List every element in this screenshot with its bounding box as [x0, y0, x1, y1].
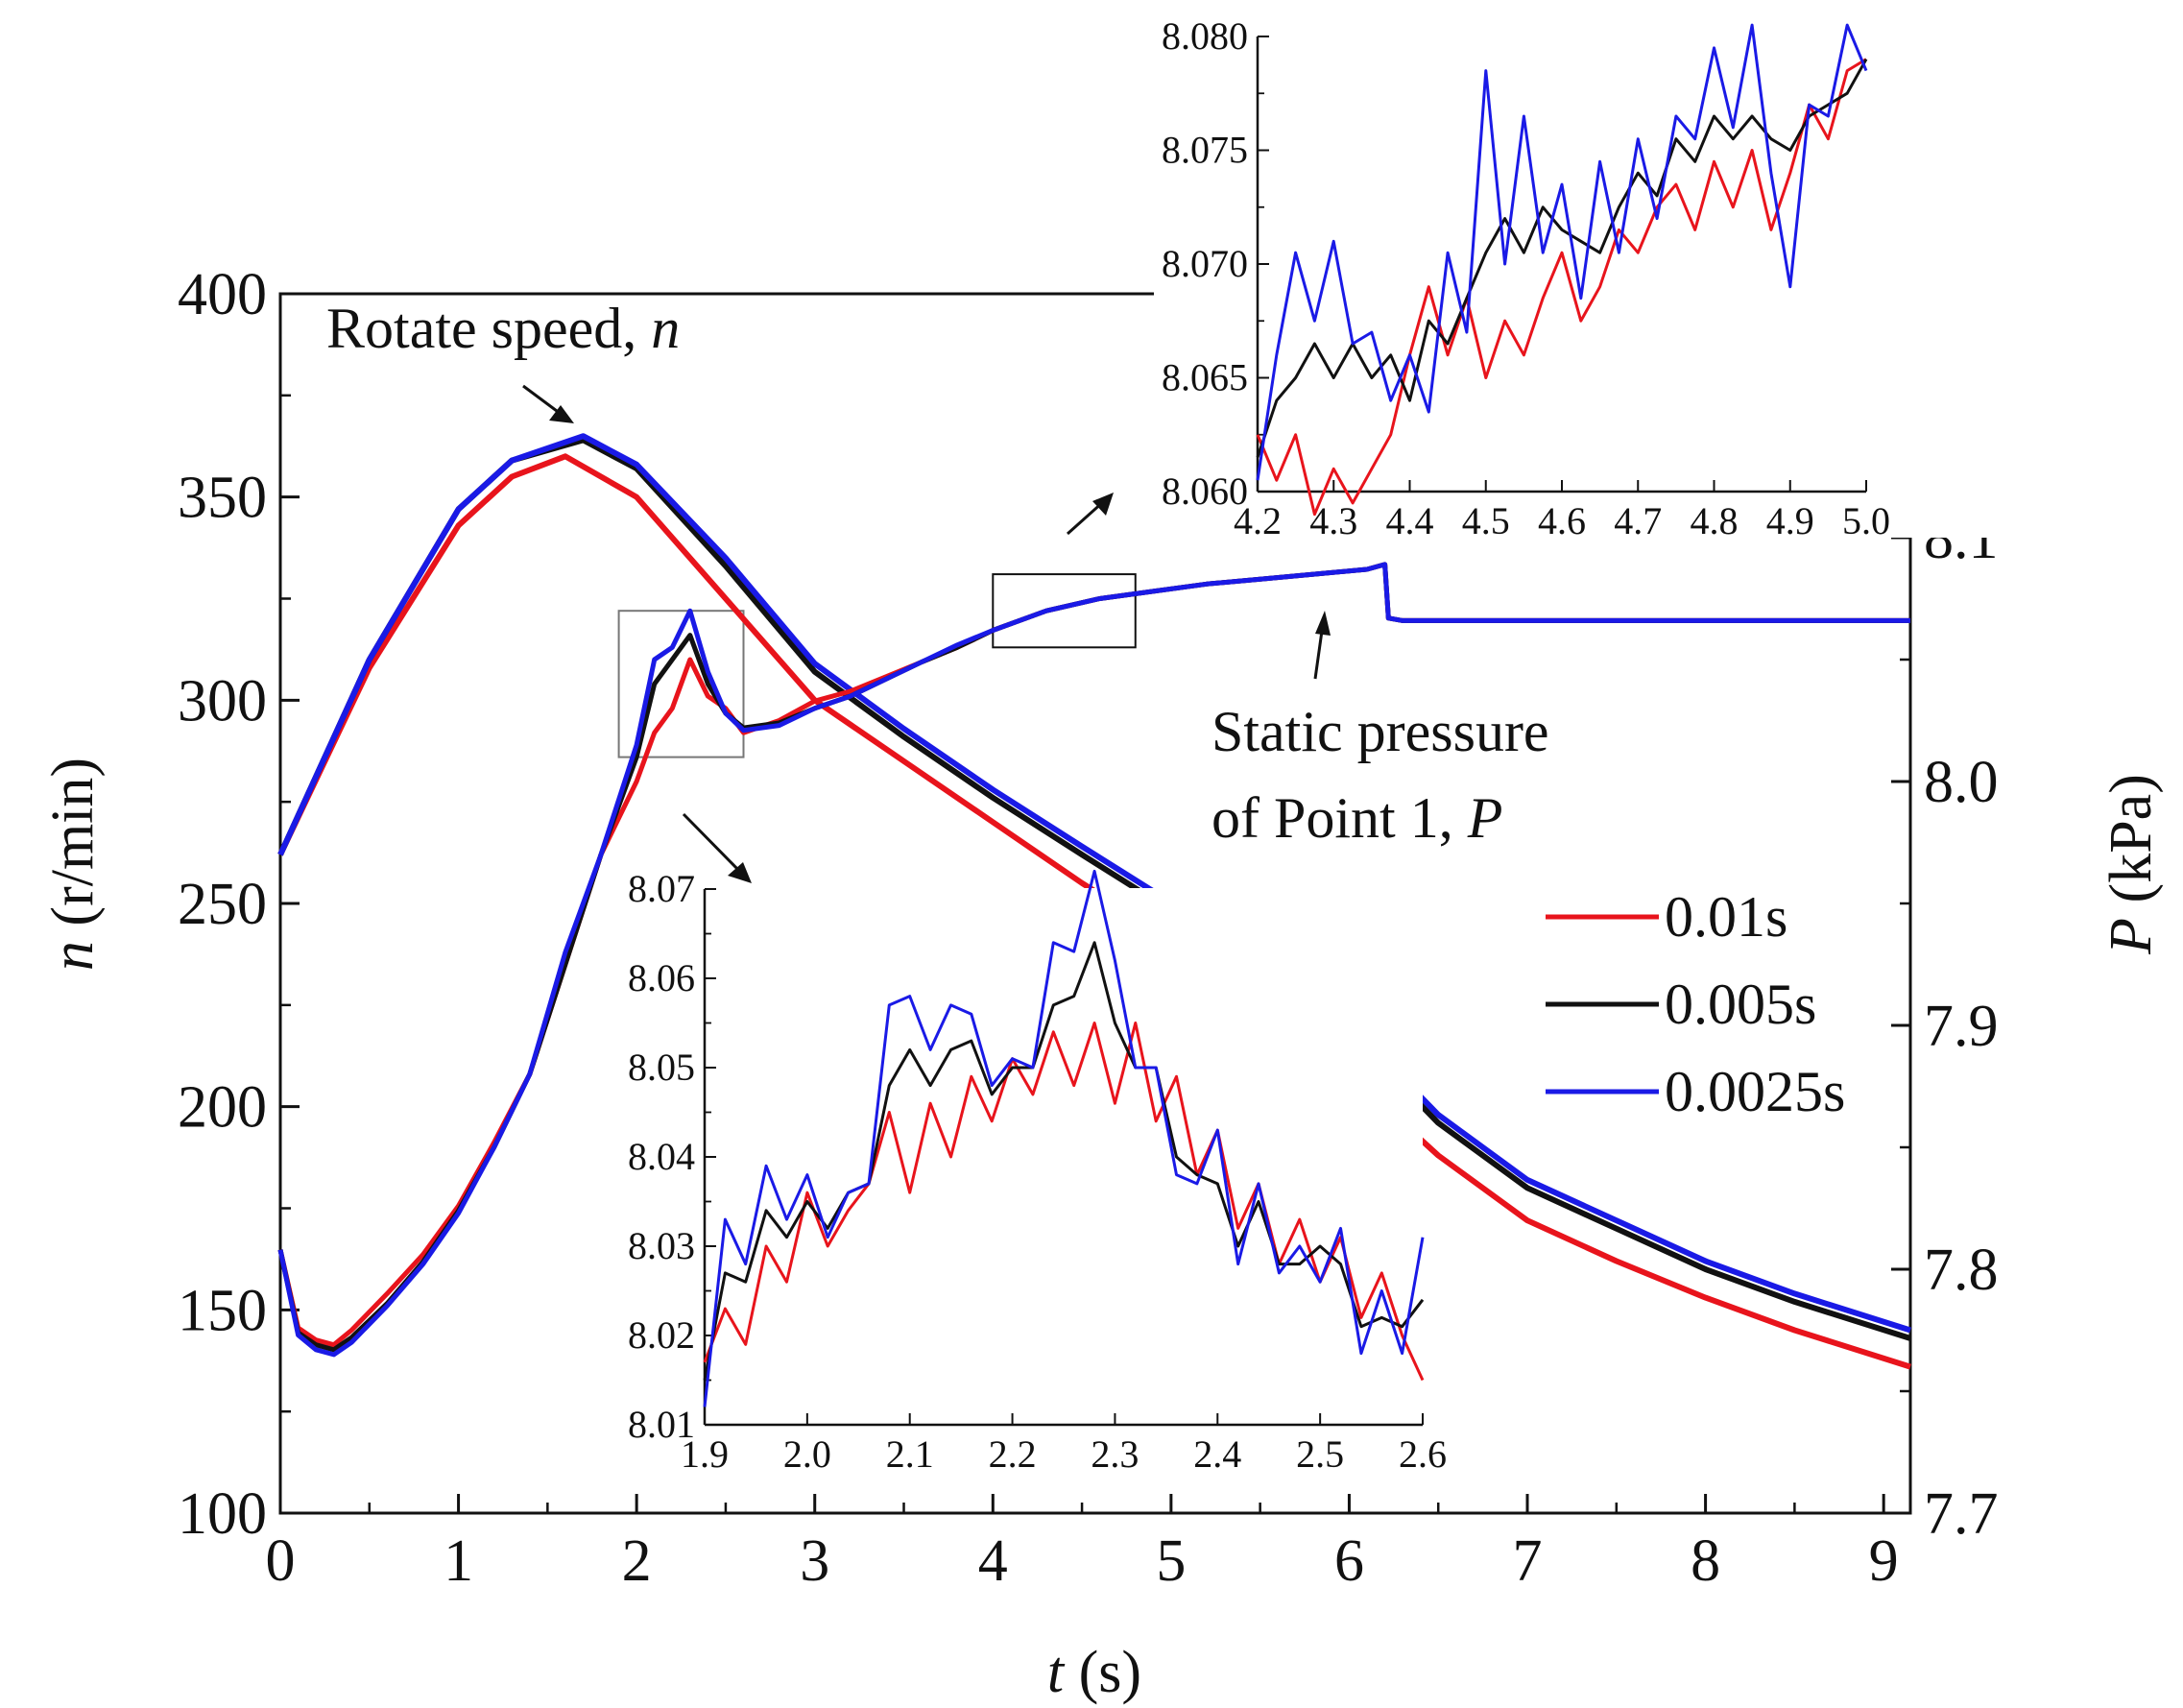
zoom-arrow-high-head — [1092, 493, 1114, 516]
x-axis-unit: (s) — [1064, 1640, 1141, 1705]
x-tick-label: 0 — [266, 1528, 296, 1594]
y-right-tick-label: 7.7 — [1924, 1481, 1999, 1547]
annotation-pressure-var: P — [1467, 786, 1503, 850]
inset-low-x-tick-label: 2.0 — [783, 1432, 831, 1476]
y-right-axis-unit: (kPa) — [2099, 774, 2164, 918]
x-tick-label: 4 — [978, 1528, 1008, 1594]
y-left-tick-label: 400 — [178, 262, 267, 327]
inset-low-x-tick-label: 2.4 — [1193, 1432, 1241, 1476]
inset-high-x-tick-label: 4.8 — [1691, 499, 1739, 542]
y-right-tick-label: 8.0 — [1924, 750, 1999, 815]
x-tick-label: 2 — [622, 1528, 652, 1594]
x-tick-label: 3 — [800, 1528, 829, 1594]
inset-high-x-tick-label: 4.7 — [1614, 499, 1662, 542]
y-left-axis-title: n (r/min) — [40, 758, 106, 971]
x-tick-label: 8 — [1691, 1528, 1720, 1594]
x-tick-label: 9 — [1869, 1528, 1899, 1594]
inset-low-x-tick-label: 2.3 — [1091, 1432, 1139, 1476]
x-tick-label: 5 — [1156, 1528, 1186, 1594]
legend-label-2: 0.0025s — [1665, 1060, 1845, 1123]
y-left-tick-label: 150 — [178, 1278, 267, 1343]
inset-low-series-line-0.0025s — [703, 869, 1425, 1407]
annotation-rotate-speed: Rotate speed, n — [326, 297, 680, 360]
inset-high-x-tick-label: 5.0 — [1842, 499, 1890, 542]
inset-low: 1.9 2.0 2.1 2.2 2.3 2.4 2.5 2.6 8.01 8.02 8.03 8.04… — [628, 867, 1447, 1476]
legend-label-0: 0.01s — [1665, 885, 1787, 949]
inset-high-series-line-0.0025s — [1256, 23, 1868, 481]
annotation-pressure-arrowhead — [1315, 611, 1331, 636]
inset-low-y-tick-label: 8.01 — [628, 1403, 695, 1446]
inset-high-y-tick-label: 8.075 — [1162, 129, 1248, 172]
inset-high-y-tick-label: 8.080 — [1162, 14, 1248, 58]
inset-high-series-line-0.01s — [1256, 58, 1867, 517]
inset-low-x-tick-label: 1.9 — [681, 1432, 729, 1476]
inset-high-background — [1154, 19, 2154, 538]
annotation-pressure-line2: of Point 1, P — [1211, 786, 1502, 850]
annotation-rotate-arrowhead — [549, 405, 574, 423]
zoom-box — [992, 573, 1137, 649]
inset-low-x-tick-label: 2.1 — [886, 1432, 934, 1476]
inset-high-y-tick-label: 8.065 — [1162, 356, 1248, 399]
inset-low-y-tick-label: 8.03 — [628, 1224, 695, 1267]
zoom-arrow-low — [682, 812, 744, 876]
main-series-lines — [277, 433, 1911, 1370]
inset-high-x-tick-label: 4.4 — [1386, 499, 1434, 542]
zoom-arrow-low-head — [728, 862, 752, 883]
inset-low-content: 1.9 2.0 2.1 2.2 2.3 2.4 2.5 2.6 8.01 8.02 8.03 8.04… — [628, 867, 1447, 1476]
y-right-tick-label: 7.8 — [1924, 1238, 1999, 1303]
series-line-P-0.0025s — [277, 562, 1910, 1358]
series-line-n-0.0025s — [277, 433, 1911, 1334]
annotation-rotate-var: n — [651, 297, 680, 360]
inset-low-y-tick-label: 8.06 — [628, 956, 695, 999]
x-tick-label: 6 — [1334, 1528, 1364, 1594]
inset-high-x-tick-label: 4.2 — [1234, 499, 1282, 542]
inset-high: 4.2 4.3 4.4 4.5 4.6 4.7 4.8 4.9 5.08.0608.0658.0… — [1154, 14, 2154, 542]
inset-low-x-tick-label: 2.2 — [989, 1432, 1037, 1476]
zoom-box — [617, 610, 745, 758]
inset-high-x-tick-label: 4.6 — [1538, 499, 1586, 542]
y-left-axis-unit: (r/min) — [40, 758, 106, 941]
inset-low-y-tick-label: 8.04 — [628, 1135, 695, 1178]
zoom-boxes — [617, 573, 1137, 758]
inset-high-content: 4.2 4.3 4.4 4.5 4.6 4.7 4.8 4.9 5.08.0608.0658.0… — [1162, 14, 1890, 542]
y-left-tick-label: 200 — [178, 1075, 267, 1141]
annotation-rotate-prefix: Rotate speed, — [326, 297, 651, 360]
annotation-pressure-prefix: of Point 1, — [1211, 786, 1468, 850]
inset-low-y-tick-label: 8.05 — [628, 1046, 695, 1089]
inset-low-y-tick-label: 8.02 — [628, 1313, 695, 1357]
inset-high-x-tick-label: 4.9 — [1766, 499, 1814, 542]
x-axis-var: t — [1047, 1640, 1066, 1705]
y-left-tick-label: 100 — [178, 1481, 267, 1547]
y-left-tick-label: 300 — [178, 668, 267, 734]
y-right-axis-var: P — [2099, 918, 2164, 955]
inset-low-background — [712, 888, 1423, 1421]
main-axis-ticks: 0 1 2 3 4 5 6 7 8 9 100 150 200 250 300 350 400 7.7 7.8 7.9… — [178, 262, 1999, 1594]
y-right-axis-title: P (kPa) — [2099, 774, 2164, 955]
x-tick-label: 7 — [1513, 1528, 1543, 1594]
legend-label-1: 0.005s — [1665, 973, 1816, 1036]
inset-high-y-tick-label: 8.070 — [1162, 242, 1248, 285]
y-left-tick-label: 250 — [178, 872, 267, 937]
x-axis-title: t (s) — [1047, 1640, 1141, 1705]
annotation-pressure-line1: Static pressure — [1211, 700, 1549, 763]
inset-low-x-tick-label: 2.5 — [1296, 1432, 1344, 1476]
x-tick-label: 1 — [444, 1528, 473, 1594]
legend: 0.01s 0.005s 0.0025s — [1546, 885, 1845, 1123]
inset-high-x-tick-label: 4.5 — [1462, 499, 1510, 542]
y-left-tick-label: 350 — [178, 466, 267, 531]
main-plot: 0 1 2 3 4 5 6 7 8 9 100 150 200 250 300 350 400 7.7 7.8 7.9… — [178, 262, 1999, 1594]
y-right-tick-label: 7.9 — [1924, 994, 1999, 1059]
y-left-axis-var: n — [40, 941, 106, 971]
inset-low-series-line-0.01s — [703, 1022, 1425, 1382]
inset-high-y-tick-label: 8.060 — [1162, 469, 1248, 513]
inset-low-x-tick-label: 2.6 — [1399, 1432, 1447, 1476]
inset-low-y-tick-label: 8.07 — [628, 867, 695, 910]
